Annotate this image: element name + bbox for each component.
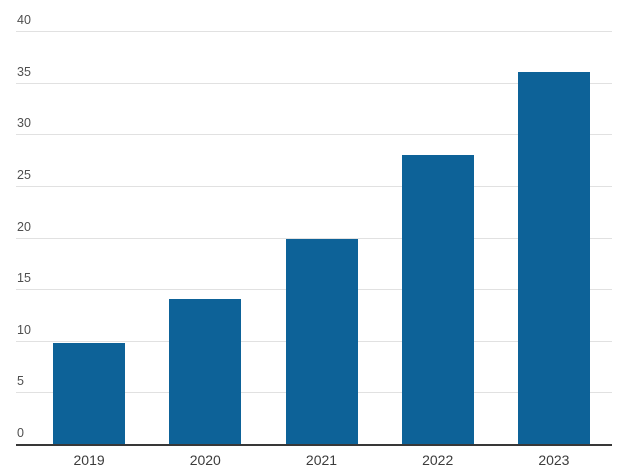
y-tick-label-20: 20 <box>17 219 31 234</box>
y-tick-label-40: 40 <box>17 13 31 27</box>
gridline-40 <box>16 31 612 32</box>
bar-2020 <box>169 299 242 444</box>
x-tick-label-2021: 2021 <box>305 452 338 468</box>
y-tick-label-10: 10 <box>17 322 31 337</box>
gridline-30 <box>16 134 612 136</box>
bar-2021 <box>285 238 358 444</box>
bar-2023 <box>517 72 590 444</box>
y-tick-label-0: 0 <box>17 426 24 440</box>
bar-2019 <box>53 342 126 444</box>
y-tick-label-30: 30 <box>17 116 31 131</box>
gridline-25 <box>16 185 612 187</box>
y-tick-label-35: 35 <box>17 64 31 79</box>
y-tick-label-15: 15 <box>17 271 31 286</box>
x-tick-label-2020: 2020 <box>189 452 221 468</box>
gridline-35 <box>16 82 612 84</box>
y-tick-label-25: 25 <box>17 167 31 182</box>
y-tick-label-5: 5 <box>17 374 24 389</box>
gridline-20 <box>16 237 612 239</box>
x-tick-label-2019: 2019 <box>73 452 105 468</box>
x-tick-label-2023: 2023 <box>538 452 570 468</box>
x-tick-label-2022: 2022 <box>422 452 454 468</box>
plot-area: 0 5 10 15 20 25 30 35 40 <box>16 0 612 447</box>
bar-2022 <box>401 154 474 444</box>
x-axis-labels: 2019 2020 2021 2022 2023 <box>31 452 612 472</box>
x-axis-line <box>16 444 612 446</box>
